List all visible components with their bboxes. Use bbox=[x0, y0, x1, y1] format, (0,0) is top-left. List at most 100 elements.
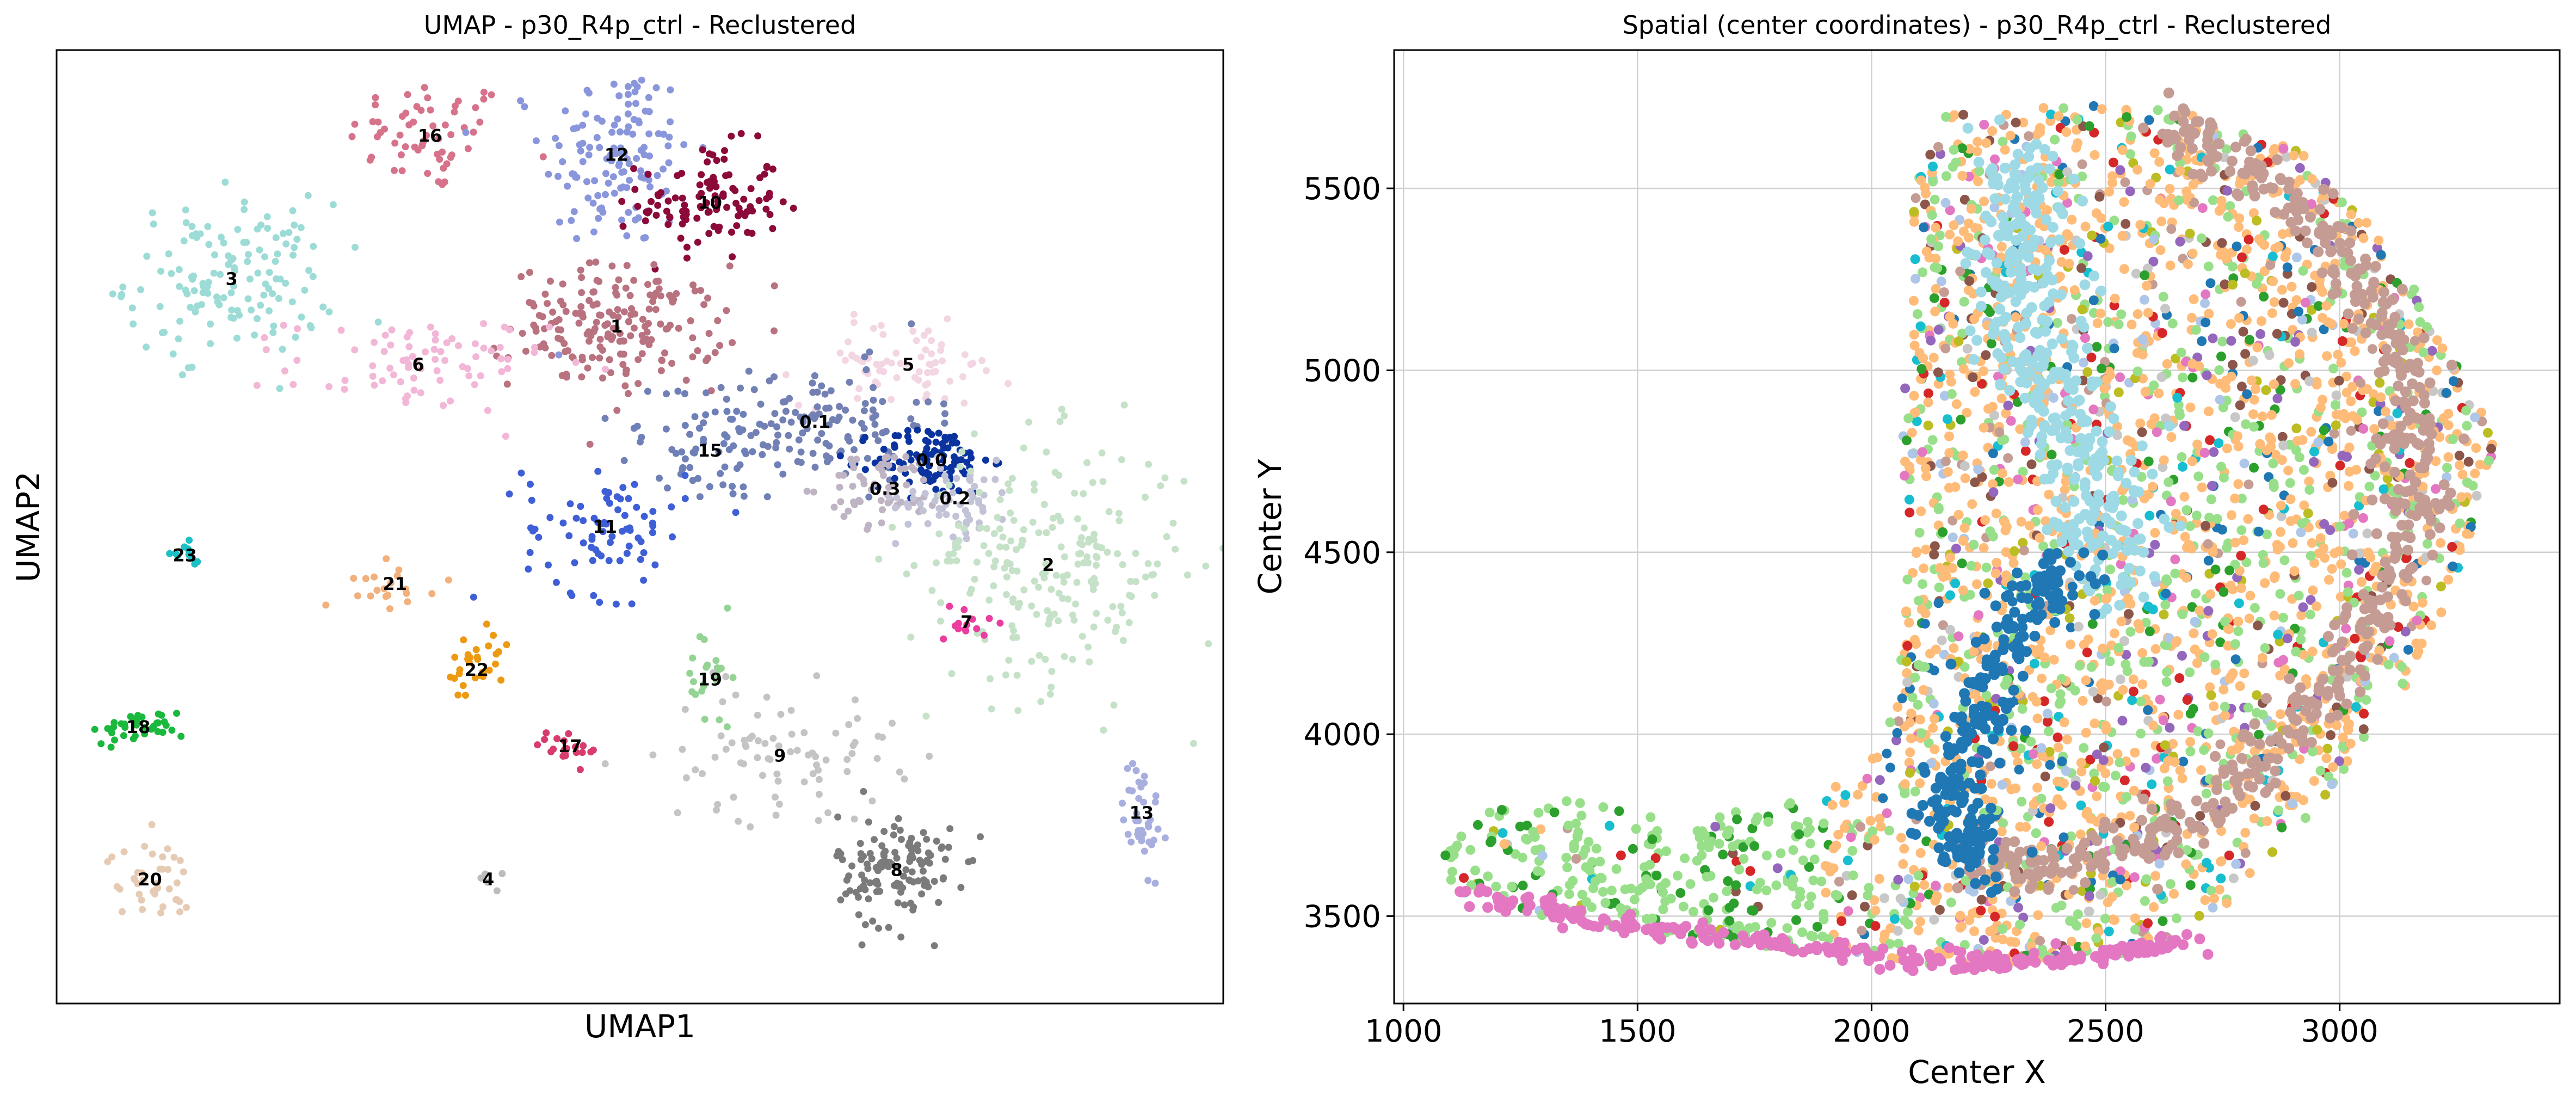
umap-point-cluster-0.3 bbox=[810, 488, 817, 496]
umap-point-cluster-0.1 bbox=[849, 416, 856, 424]
spatial-cell-point bbox=[2412, 615, 2422, 626]
umap-point-cluster-22 bbox=[460, 636, 467, 644]
spatial-cell-point bbox=[1938, 620, 1948, 630]
umap-point-cluster-13 bbox=[1124, 830, 1132, 838]
umap-point-cluster-1 bbox=[697, 287, 704, 294]
spatial-panel: Spatial (center coordinates) - p30_R4p_c… bbox=[1252, 10, 2561, 1091]
spatial-cell-point bbox=[2436, 581, 2446, 592]
spatial-cell-point bbox=[2121, 650, 2131, 660]
spatial-cell-point bbox=[2468, 481, 2478, 491]
umap-point-cluster-8 bbox=[908, 868, 916, 876]
spatial-cell-point bbox=[1795, 892, 1805, 902]
umap-point-cluster-15 bbox=[740, 493, 748, 500]
spatial-cell-point bbox=[2337, 336, 2347, 346]
umap-cluster-label: 12 bbox=[605, 145, 629, 165]
spatial-cell-point bbox=[2196, 765, 2206, 775]
umap-point-cluster-2 bbox=[1043, 529, 1050, 537]
spatial-cell-point bbox=[2028, 749, 2038, 759]
umap-point-cluster-22 bbox=[471, 674, 479, 682]
spatial-cell-point bbox=[1893, 702, 1903, 712]
spatial-cell-point bbox=[1905, 768, 1915, 778]
umap-point-cluster-0.1 bbox=[846, 378, 853, 386]
umap-point-cluster-1 bbox=[645, 341, 653, 348]
umap-point-cluster-10 bbox=[664, 197, 672, 205]
spatial-cell-point bbox=[2214, 884, 2224, 895]
umap-point-cluster-1 bbox=[578, 289, 586, 297]
umap-point-cluster-0.0 bbox=[947, 467, 955, 475]
umap-point-cluster-0.1 bbox=[799, 429, 806, 437]
spatial-cell-point bbox=[2189, 629, 2199, 638]
spatial-cell-point bbox=[2135, 220, 2146, 230]
umap-point-cluster-9 bbox=[800, 729, 808, 736]
spatial-cell-point bbox=[1484, 808, 1495, 818]
spatial-cell-point bbox=[2216, 826, 2226, 836]
umap-point-cluster-9 bbox=[601, 760, 609, 767]
umap-point-cluster-2 bbox=[1118, 609, 1126, 617]
umap-point-cluster-9 bbox=[719, 698, 726, 705]
umap-point-cluster-2 bbox=[976, 489, 983, 496]
spatial-cell-point bbox=[2018, 538, 2028, 548]
spatial-cell-point bbox=[1923, 420, 1933, 430]
spatial-cell-point bbox=[1571, 854, 1581, 864]
spatial-cell-point bbox=[2291, 295, 2302, 305]
spatial-cell-point bbox=[1692, 855, 1702, 866]
spatial-cell-point bbox=[1955, 910, 1965, 921]
umap-point-cluster-0.3 bbox=[885, 461, 892, 469]
umap-point-cluster-12 bbox=[638, 76, 645, 84]
umap-point-cluster-6 bbox=[432, 355, 439, 363]
umap-point-cluster-3 bbox=[211, 251, 218, 258]
spatial-cell-point bbox=[1804, 862, 1814, 872]
umap-point-cluster-22 bbox=[490, 632, 497, 639]
umap-point-cluster-12 bbox=[664, 142, 672, 150]
spatial-cell-point bbox=[2000, 525, 2011, 535]
spatial-cell-point bbox=[2137, 679, 2148, 690]
spatial-cell-point bbox=[2189, 198, 2199, 208]
umap-point-cluster-10 bbox=[744, 229, 751, 236]
spatial-cell-point bbox=[2032, 713, 2043, 724]
spatial-cell-point bbox=[1977, 379, 1987, 389]
umap-point-cluster-10 bbox=[763, 164, 771, 171]
umap-point-cluster-1 bbox=[609, 324, 617, 332]
spatial-cell-point bbox=[1916, 728, 1927, 738]
umap-point-cluster-2 bbox=[1013, 633, 1020, 641]
spatial-cell-point bbox=[1923, 388, 1933, 398]
umap-point-cluster-20 bbox=[150, 888, 157, 895]
spatial-cell-point bbox=[2241, 244, 2252, 255]
umap-point-cluster-9 bbox=[674, 809, 681, 816]
umap-point-cluster-18 bbox=[120, 732, 127, 740]
umap-point-cluster-15 bbox=[644, 387, 651, 395]
spatial-cell-point bbox=[2183, 259, 2193, 269]
umap-point-cluster-1 bbox=[694, 347, 701, 354]
umap-point-cluster-16 bbox=[424, 170, 432, 177]
spatial-cell-point bbox=[2158, 715, 2168, 725]
umap-point-cluster-6 bbox=[464, 365, 471, 372]
spatial-cell-point bbox=[2253, 620, 2263, 631]
spatial-cell-point bbox=[2202, 370, 2212, 380]
umap-point-cluster-1 bbox=[634, 380, 642, 387]
umap-point-cluster-6 bbox=[294, 325, 301, 333]
umap-point-cluster-20 bbox=[180, 868, 187, 876]
spatial-cell-point bbox=[2056, 696, 2066, 706]
umap-point-cluster-9 bbox=[692, 766, 699, 773]
umap-point-cluster-8 bbox=[865, 818, 872, 826]
spatial-cell-point bbox=[2148, 256, 2159, 267]
umap-point-cluster-10 bbox=[618, 198, 626, 205]
spatial-cell-point bbox=[2166, 224, 2177, 234]
umap-point-cluster-19 bbox=[692, 691, 699, 698]
umap-point-cluster-3 bbox=[227, 289, 235, 297]
spatial-cell-point bbox=[1904, 758, 1914, 768]
umap-point-cluster-2 bbox=[1009, 598, 1017, 606]
umap-point-cluster-2 bbox=[1148, 571, 1156, 578]
umap-point-cluster-9 bbox=[709, 669, 717, 676]
umap-point-cluster-1 bbox=[689, 353, 697, 361]
umap-point-cluster-2 bbox=[944, 557, 951, 565]
umap-point-cluster-6 bbox=[403, 356, 410, 364]
spatial-cell-point bbox=[2179, 421, 2189, 431]
umap-point-cluster-1 bbox=[517, 273, 525, 280]
umap-point-cluster-0.3 bbox=[840, 513, 848, 520]
spatial-cell-point bbox=[2236, 381, 2247, 392]
umap-point-cluster-8 bbox=[861, 886, 869, 894]
umap-point-cluster-6 bbox=[455, 342, 462, 349]
spatial-cell-point bbox=[2252, 690, 2262, 700]
umap-point-cluster-12 bbox=[579, 139, 587, 147]
